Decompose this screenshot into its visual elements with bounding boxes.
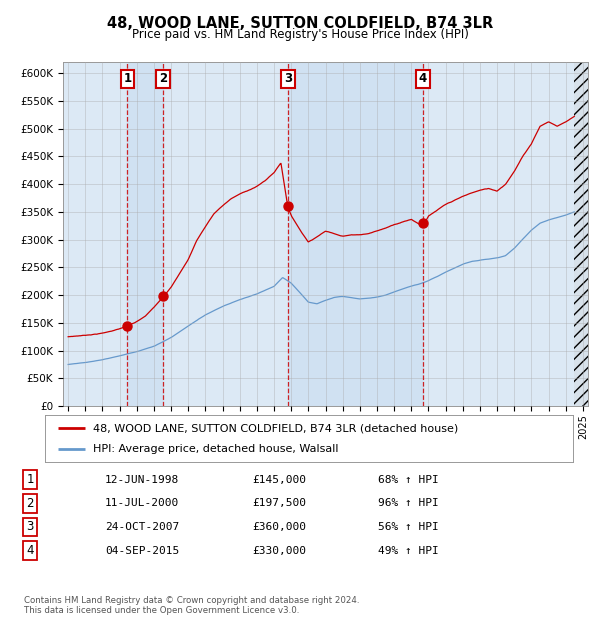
- Text: £330,000: £330,000: [252, 546, 306, 556]
- Bar: [288, 62, 423, 406]
- Text: 96% ↑ HPI: 96% ↑ HPI: [378, 498, 439, 508]
- Text: 04-SEP-2015: 04-SEP-2015: [105, 546, 179, 556]
- Text: 68% ↑ HPI: 68% ↑ HPI: [378, 475, 439, 485]
- Text: 56% ↑ HPI: 56% ↑ HPI: [378, 522, 439, 532]
- Text: 4: 4: [419, 72, 427, 85]
- Text: 24-OCT-2007: 24-OCT-2007: [105, 522, 179, 532]
- Bar: [127, 62, 163, 406]
- Bar: [574, 62, 588, 406]
- Text: 1: 1: [123, 72, 131, 85]
- Text: £145,000: £145,000: [252, 475, 306, 485]
- Text: 1: 1: [26, 474, 34, 486]
- Text: 11-JUL-2000: 11-JUL-2000: [105, 498, 179, 508]
- Text: £197,500: £197,500: [252, 498, 306, 508]
- Text: 48, WOOD LANE, SUTTON COLDFIELD, B74 3LR: 48, WOOD LANE, SUTTON COLDFIELD, B74 3LR: [107, 16, 493, 30]
- Text: Contains HM Land Registry data © Crown copyright and database right 2024.
This d: Contains HM Land Registry data © Crown c…: [24, 596, 359, 615]
- Text: 4: 4: [26, 544, 34, 557]
- Text: 2: 2: [159, 72, 167, 85]
- Text: 48, WOOD LANE, SUTTON COLDFIELD, B74 3LR (detached house): 48, WOOD LANE, SUTTON COLDFIELD, B74 3LR…: [92, 423, 458, 433]
- Text: £360,000: £360,000: [252, 522, 306, 532]
- Text: 49% ↑ HPI: 49% ↑ HPI: [378, 546, 439, 556]
- Text: HPI: Average price, detached house, Walsall: HPI: Average price, detached house, Wals…: [92, 444, 338, 454]
- Text: 2: 2: [26, 497, 34, 510]
- Text: Price paid vs. HM Land Registry's House Price Index (HPI): Price paid vs. HM Land Registry's House …: [131, 28, 469, 41]
- Text: 3: 3: [26, 521, 34, 533]
- Text: 12-JUN-1998: 12-JUN-1998: [105, 475, 179, 485]
- Text: 3: 3: [284, 72, 292, 85]
